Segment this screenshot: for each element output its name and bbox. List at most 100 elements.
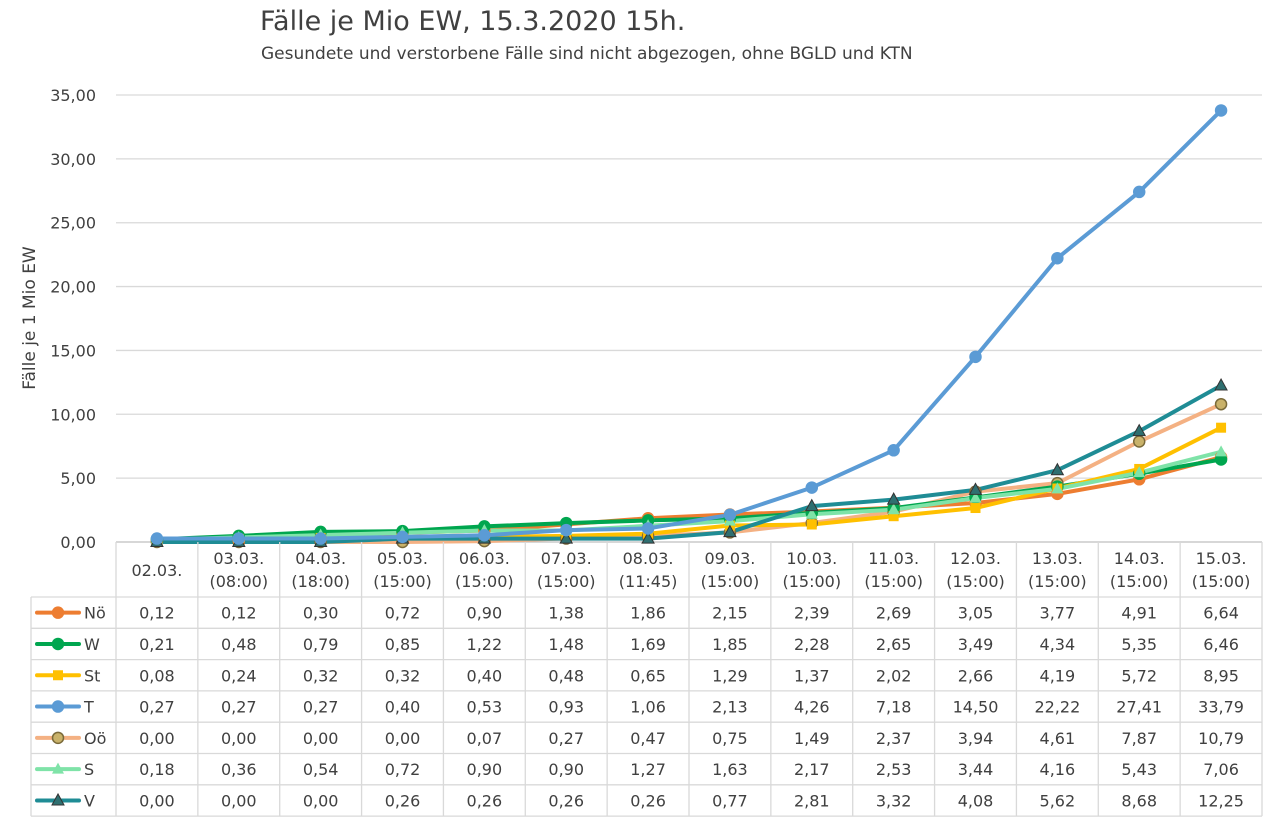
data-point-V	[641, 531, 655, 544]
data-point-T	[1214, 104, 1228, 117]
data-label: 1,38	[548, 604, 584, 623]
data-label: 0,90	[467, 604, 503, 623]
data-label: 2,66	[958, 666, 994, 685]
data-label: 0,00	[139, 791, 175, 810]
data-label: 5,62	[1040, 791, 1076, 810]
data-label: 12,25	[1198, 791, 1244, 810]
legend-series-name: Oö	[84, 729, 106, 748]
data-label: 1,37	[794, 666, 830, 685]
data-label: 8,95	[1203, 666, 1239, 685]
data-label: 8,68	[1121, 791, 1157, 810]
legend-key-marker	[52, 762, 64, 774]
data-label: 0,79	[303, 635, 339, 654]
data-point-St	[1216, 422, 1227, 433]
legend-series-name: S	[84, 760, 94, 779]
data-label: 0,54	[303, 760, 339, 779]
data-label: 0,26	[467, 791, 503, 810]
data-label: 1,86	[630, 604, 666, 623]
data-label: 0,72	[385, 604, 421, 623]
data-label: 1,29	[712, 666, 748, 685]
series-markers	[150, 104, 1228, 549]
x-category-time: (15:00)	[701, 572, 760, 591]
data-label: 0,27	[303, 698, 339, 717]
data-label: 2,69	[876, 604, 912, 623]
data-label: 2,39	[794, 604, 830, 623]
data-label: 0,24	[221, 666, 257, 685]
data-point-V	[968, 482, 983, 495]
x-category-time: (11:45)	[619, 572, 678, 591]
chart-title: Fälle je Mio EW, 15.3.2020 15h.	[260, 6, 686, 37]
data-label: 27,41	[1116, 698, 1162, 717]
data-label: 0,12	[139, 604, 175, 623]
series-line-W	[154, 457, 1224, 542]
y-tick-label: 5,00	[60, 469, 96, 488]
x-category-time: (15:00)	[864, 572, 923, 591]
legend-key-marker	[51, 700, 65, 713]
x-category-label: 04.03.	[295, 549, 346, 568]
x-category-label: 08.03.	[623, 549, 674, 568]
data-label: 1,63	[712, 760, 748, 779]
x-category-time: (15:00)	[782, 572, 841, 591]
data-point-S	[1215, 445, 1228, 457]
data-point-T	[641, 522, 655, 535]
data-label: 2,13	[712, 698, 748, 717]
data-label: 0,00	[303, 729, 339, 748]
data-label: 33,79	[1198, 698, 1244, 717]
data-label: 0,90	[548, 760, 584, 779]
legend-series-name: St	[84, 666, 100, 685]
data-label: 5,72	[1121, 666, 1157, 685]
data-point-T	[805, 481, 819, 494]
data-label: 1,85	[712, 635, 748, 654]
data-point-T	[723, 508, 737, 522]
x-category-label: 10.03.	[786, 549, 837, 568]
x-category-label: 09.03.	[704, 549, 755, 568]
series-lines	[154, 108, 1224, 544]
data-label: 3,32	[876, 791, 912, 810]
x-category-label: 07.03.	[541, 549, 592, 568]
data-label: 0,32	[303, 666, 339, 685]
data-label: 4,34	[1040, 635, 1076, 654]
data-label: 3,49	[958, 635, 994, 654]
data-label: 0,90	[467, 760, 503, 779]
x-category-label: 15.03.	[1196, 549, 1247, 568]
data-point-Oö	[1132, 435, 1146, 448]
data-table: 02.03. 03.03. (08:00) 04.03. (18:00) 05.03. (1…	[30, 542, 1263, 817]
data-label: 0,65	[630, 666, 666, 685]
data-label: 5,43	[1121, 760, 1157, 779]
y-tick-label: 20,00	[50, 278, 96, 297]
x-category-time: (15:00)	[537, 572, 596, 591]
x-category-label: 12.03.	[950, 549, 1001, 568]
data-label: 0,26	[548, 791, 584, 810]
data-label: 2,37	[876, 729, 912, 748]
data-label: 0,36	[221, 760, 257, 779]
data-label: 1,27	[630, 760, 666, 779]
legend-series-name: V	[84, 791, 95, 810]
data-label: 1,48	[548, 635, 584, 654]
data-label: 0,40	[467, 666, 503, 685]
data-label: 0,00	[385, 729, 421, 748]
data-point-V	[723, 524, 737, 538]
data-label: 0,30	[303, 604, 339, 623]
data-label: 0,93	[548, 698, 584, 717]
data-point-S	[1133, 466, 1146, 478]
data-label: 3,05	[958, 604, 994, 623]
data-label: 1,49	[794, 729, 830, 748]
data-point-T	[1051, 251, 1064, 265]
chart-subtitle: Gesundete und verstorbene Fälle sind nic…	[261, 44, 913, 64]
y-tick-label: 15,00	[50, 341, 96, 360]
legend-key-marker	[51, 792, 65, 806]
data-label: 0,75	[712, 729, 748, 748]
data-label: 0,27	[139, 698, 175, 717]
data-label: 3,94	[958, 729, 994, 748]
legend-key-marker	[51, 731, 65, 745]
data-label: 0,48	[221, 635, 257, 654]
data-label: 7,87	[1121, 729, 1157, 748]
x-category-time: (18:00)	[291, 572, 350, 591]
x-category-label: 11.03.	[868, 549, 919, 568]
x-category-time: (15:00)	[455, 572, 514, 591]
data-label: 0,77	[712, 791, 748, 810]
data-point-St	[888, 511, 899, 522]
data-point-T	[314, 532, 327, 545]
data-label: 0,00	[139, 729, 175, 748]
